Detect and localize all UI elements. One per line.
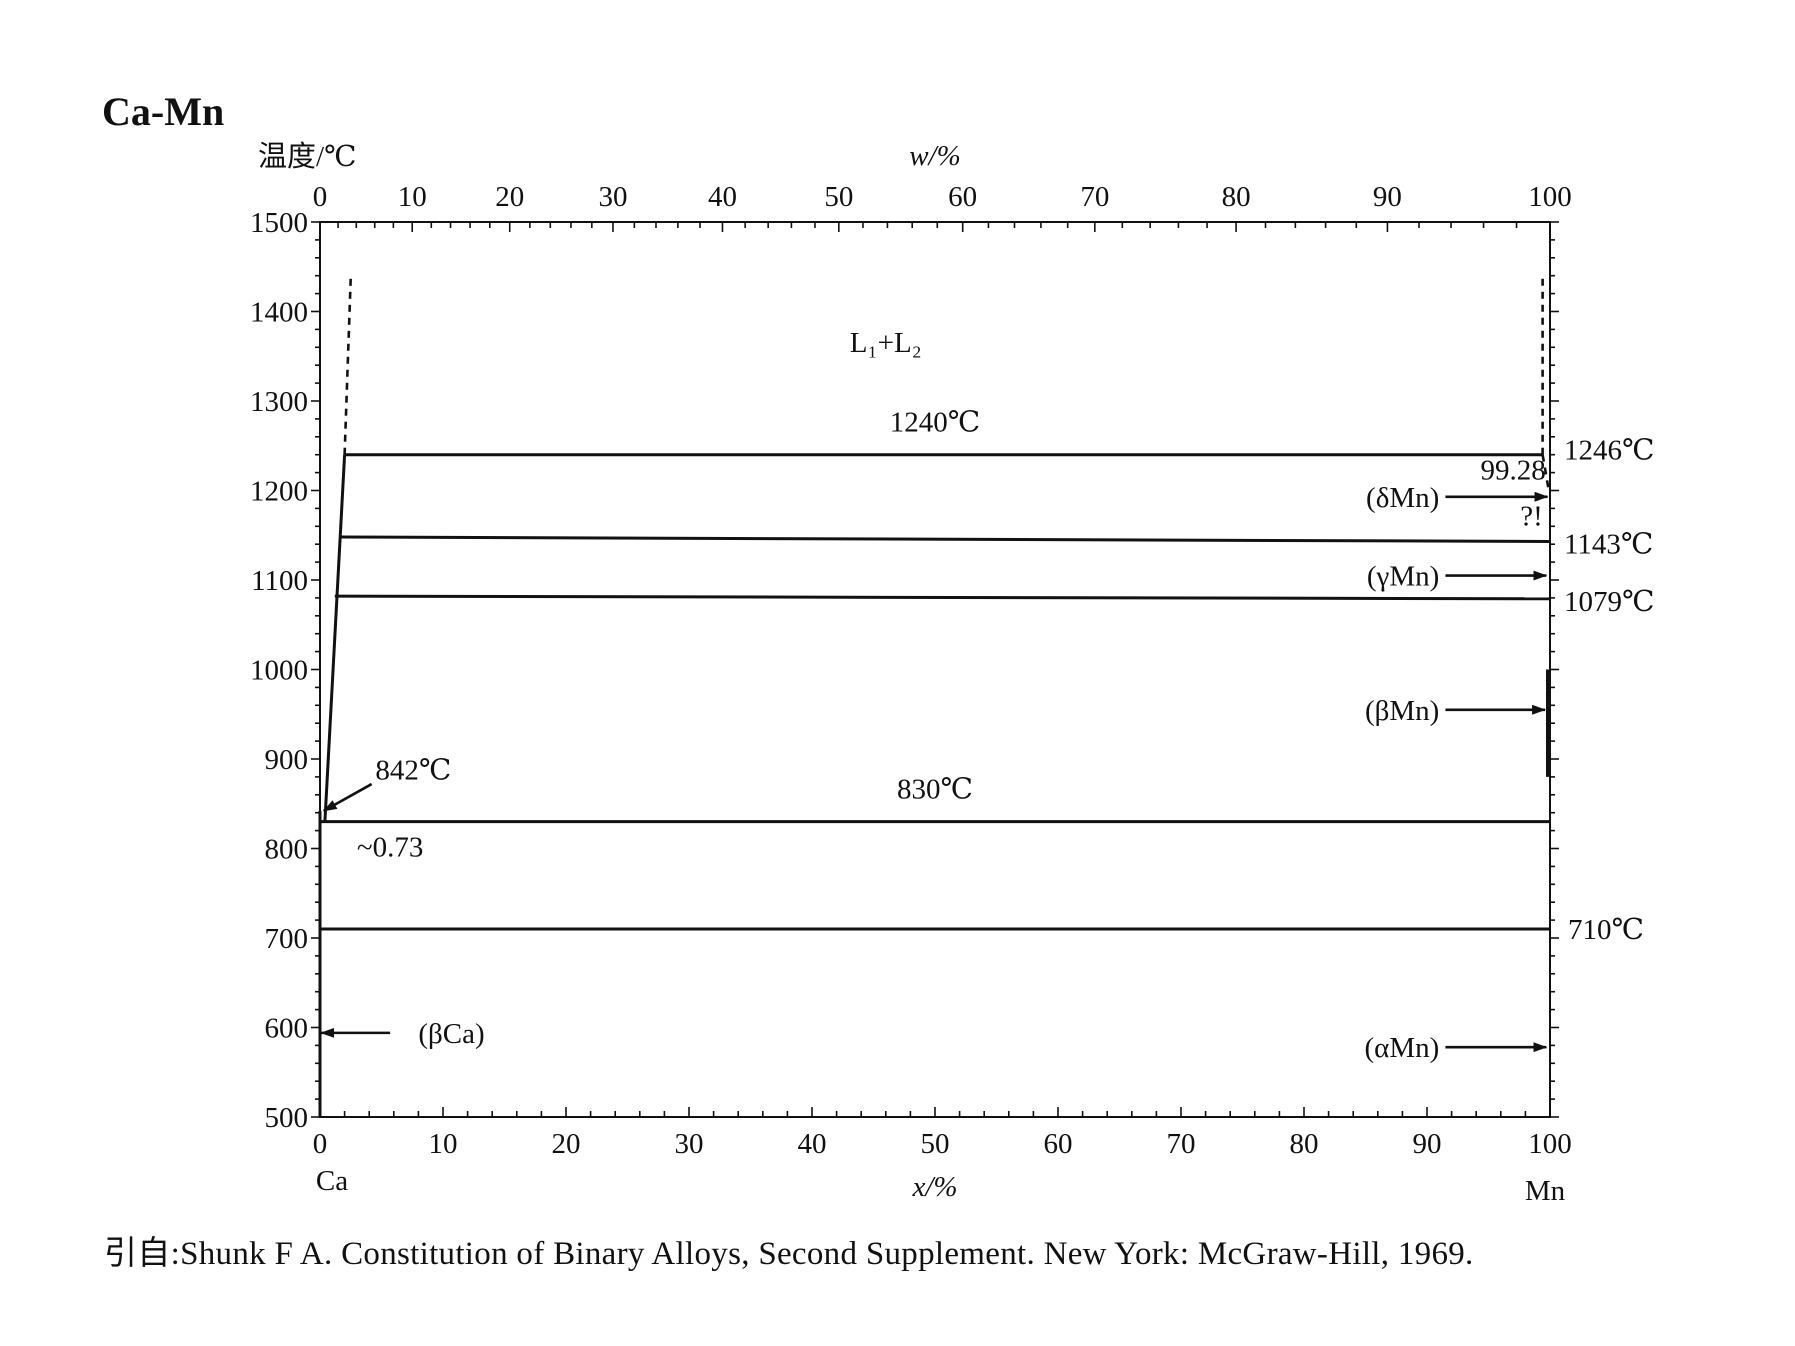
x-tick-label-top: 60 bbox=[948, 181, 977, 213]
x-tick-label-bottom: 70 bbox=[1167, 1128, 1196, 1160]
plot-frame bbox=[319, 221, 1551, 1118]
x-tick-label-top: 20 bbox=[495, 181, 524, 213]
annotation-label: 1143℃ bbox=[1564, 529, 1653, 561]
annotation-label: 1079℃ bbox=[1564, 586, 1654, 618]
annotation-label: 1246℃ bbox=[1564, 434, 1654, 466]
x-tick-label-bottom: 40 bbox=[798, 1128, 827, 1160]
y-tick-label: 600 bbox=[265, 1013, 309, 1045]
x-tick-label-bottom: 60 bbox=[1044, 1128, 1073, 1160]
x-tick-label-bottom: 90 bbox=[1413, 1128, 1442, 1160]
annotation-label: (βMn) bbox=[1365, 695, 1439, 727]
x-tick-label-top: 70 bbox=[1080, 181, 1109, 213]
x-tick-label-bottom: 80 bbox=[1290, 1128, 1319, 1160]
left-element-label: Ca bbox=[316, 1165, 348, 1197]
top-axis-label: w/% bbox=[909, 140, 961, 172]
diagram-title: Ca-Mn bbox=[102, 89, 225, 134]
x-tick-label-top: 80 bbox=[1222, 181, 1251, 213]
phase-boundary-line bbox=[323, 454, 347, 822]
right-element-label: Mn bbox=[1525, 1175, 1566, 1207]
dashed-phase-line bbox=[1541, 454, 1551, 491]
x-tick-label-top: 100 bbox=[1528, 181, 1572, 213]
annotation-label: 1240℃ bbox=[890, 406, 980, 438]
y-tick-label: 1000 bbox=[250, 655, 308, 687]
x-tick-label-bottom: 50 bbox=[921, 1128, 950, 1160]
y-tick-label: 1200 bbox=[250, 476, 308, 508]
x-tick-label-top: 0 bbox=[313, 181, 328, 213]
annotation-label: (γMn) bbox=[1367, 561, 1439, 593]
annotation-label: ?! bbox=[1520, 500, 1543, 532]
annotation-label: (βCa) bbox=[418, 1018, 484, 1050]
x-tick-label-top: 40 bbox=[708, 181, 737, 213]
annotation-label: (δMn) bbox=[1366, 482, 1439, 514]
bottom-axis-label: x/% bbox=[911, 1171, 957, 1203]
annotation-label: 830℃ bbox=[897, 773, 973, 805]
x-tick-label-bottom: 100 bbox=[1528, 1128, 1572, 1160]
y-tick-label: 900 bbox=[265, 744, 309, 776]
annotation-label: ~0.73 bbox=[357, 832, 423, 864]
annotation-label: 99.28 bbox=[1480, 455, 1545, 487]
x-tick-label-top: 50 bbox=[824, 181, 853, 213]
phase-boundary-line bbox=[339, 535, 1551, 543]
y-tick-label: 700 bbox=[265, 923, 309, 955]
citation-text: 引自:Shunk F A. Constitution of Binary All… bbox=[104, 1236, 1474, 1272]
phase-boundary-line bbox=[334, 594, 1551, 601]
y-tick-label: 500 bbox=[265, 1102, 309, 1134]
annotation-arrow bbox=[322, 782, 373, 813]
y-axis-label: 温度/℃ bbox=[258, 140, 357, 173]
annotation-label: 842℃ bbox=[375, 755, 451, 787]
y-tick-label: 1400 bbox=[250, 297, 308, 329]
dashed-phase-line bbox=[343, 275, 353, 455]
annotation-label: L₁+L₂ bbox=[850, 327, 922, 359]
annotation-label: 710℃ bbox=[1568, 914, 1644, 946]
x-tick-label-top: 10 bbox=[398, 181, 427, 213]
x-tick-label-top: 30 bbox=[598, 181, 627, 213]
annotation-label: (αMn) bbox=[1365, 1032, 1440, 1064]
y-tick-label: 1500 bbox=[250, 207, 308, 239]
y-tick-label: 1100 bbox=[251, 565, 308, 597]
y-tick-label: 800 bbox=[265, 834, 309, 866]
x-tick-label-bottom: 0 bbox=[313, 1128, 328, 1160]
x-tick-label-bottom: 30 bbox=[675, 1128, 704, 1160]
y-tick-label: 1300 bbox=[250, 386, 308, 418]
x-tick-label-bottom: 20 bbox=[552, 1128, 581, 1160]
x-tick-label-top: 90 bbox=[1373, 181, 1402, 213]
x-tick-label-bottom: 10 bbox=[429, 1128, 458, 1160]
